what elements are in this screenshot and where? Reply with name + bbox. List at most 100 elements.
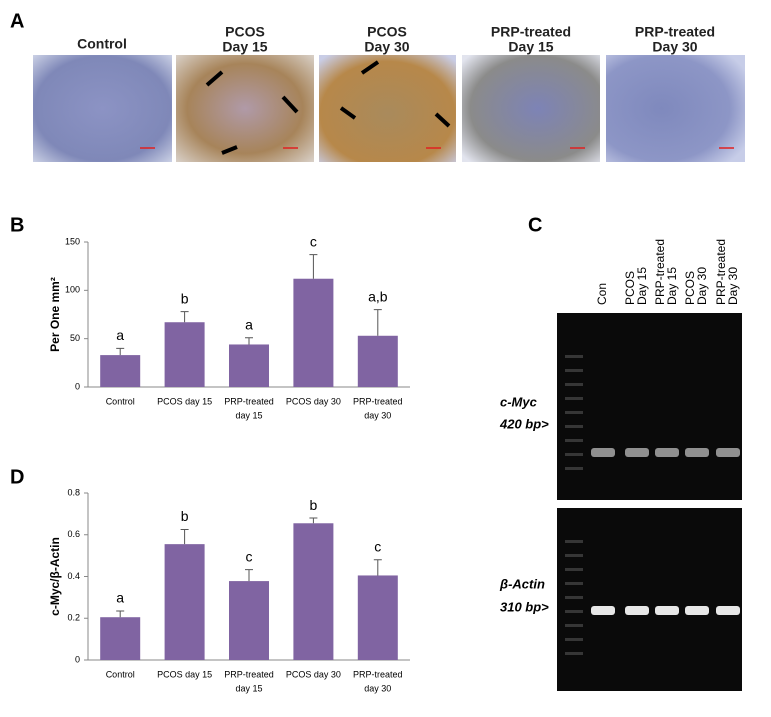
micrograph <box>606 55 745 162</box>
micrograph <box>462 55 600 162</box>
ladder-band <box>565 355 583 358</box>
y-axis-label: Per One mm² <box>48 277 62 352</box>
ladder-band <box>565 652 583 655</box>
lane-label: PCOS <box>683 271 697 305</box>
significance-letter: a,b <box>368 288 388 304</box>
significance-letter: a <box>245 316 253 332</box>
panel-label: B <box>10 214 24 236</box>
x-tick-label: PRP-treated <box>224 669 274 679</box>
error-bar <box>245 337 253 345</box>
ladder-band <box>565 383 583 386</box>
ladder-band <box>565 554 583 557</box>
gel-image <box>557 313 742 500</box>
gel-band <box>716 606 740 615</box>
arrows <box>205 60 451 155</box>
lane-label: Day 15 <box>635 267 649 305</box>
x-tick-label: PRP-treated <box>224 396 274 406</box>
ladder-band <box>565 453 583 456</box>
ladder-band <box>565 610 583 613</box>
gel-band <box>625 606 649 615</box>
significance-letter: a <box>116 590 124 606</box>
lane-label: Con <box>595 283 609 305</box>
x-tick-label: Control <box>106 669 135 679</box>
ladder-band <box>565 369 583 372</box>
x-tick-label: day 30 <box>364 683 391 693</box>
y-tick-label: 0.8 <box>67 487 80 497</box>
error-bar <box>180 529 189 545</box>
image-title: Control <box>77 36 127 52</box>
image-title: PCOS <box>225 24 265 40</box>
panel-label: C <box>528 214 542 236</box>
x-tick-label: day 30 <box>364 410 391 420</box>
lane-label: Day 30 <box>695 267 709 305</box>
image-title: Day 30 <box>364 39 409 55</box>
ladder-band <box>565 638 583 641</box>
y-tick-label: 0.2 <box>67 613 80 623</box>
ladder-band <box>565 568 583 571</box>
panel-label: A <box>10 10 24 32</box>
ladder-band <box>565 582 583 585</box>
x-tick-label: PCOS day 15 <box>157 396 212 406</box>
image-title: PRP-treated <box>635 24 715 40</box>
y-tick-label: 150 <box>65 236 80 246</box>
gel-band <box>625 448 649 457</box>
gel-band <box>591 448 615 457</box>
bar <box>357 575 398 660</box>
lane-label: Day 30 <box>726 267 740 305</box>
bar <box>357 335 398 387</box>
bar <box>293 278 334 387</box>
error-bar <box>373 309 382 336</box>
lane-label: PRP-treated <box>714 239 728 305</box>
bar <box>164 544 205 660</box>
bar <box>100 617 141 660</box>
lane-label: PRP-treated <box>653 239 667 305</box>
gel-band <box>655 606 679 615</box>
lane-label: PCOS <box>623 271 637 305</box>
x-tick-label: PRP-treated <box>353 669 403 679</box>
x-tick-label: Control <box>106 396 135 406</box>
gel-band <box>685 448 709 457</box>
gene-name: c-Myc <box>500 394 538 409</box>
bar <box>229 344 269 387</box>
micrograph <box>319 55 456 162</box>
y-tick-label: 100 <box>65 285 80 295</box>
gel-band <box>685 606 709 615</box>
x-tick-label: PCOS day 30 <box>286 396 341 406</box>
micrographs <box>33 55 745 162</box>
x-tick-label: day 15 <box>235 410 262 420</box>
y-tick-label: 0 <box>75 381 80 391</box>
ladder-band <box>565 596 583 599</box>
image-title: PCOS <box>367 24 407 40</box>
image-title: Day 30 <box>652 39 697 55</box>
error-bar <box>116 610 125 618</box>
y-axis-label: c-Myc/β-Actin <box>48 537 62 616</box>
error-bar <box>309 517 318 524</box>
x-tick-label: PCOS day 30 <box>286 669 341 679</box>
x-tick-label: PCOS day 15 <box>157 669 212 679</box>
gel-band <box>716 448 740 457</box>
gene-name: β-Actin <box>499 576 545 591</box>
image-title: Day 15 <box>222 39 267 55</box>
bar <box>229 581 269 660</box>
ladder-band <box>565 411 583 414</box>
significance-letter: c <box>310 233 317 249</box>
micrograph <box>33 55 172 162</box>
bar <box>293 523 334 660</box>
ladder-band <box>565 397 583 400</box>
image-title: Day 15 <box>508 39 553 55</box>
error-bar <box>373 559 382 576</box>
gel-band <box>591 606 615 615</box>
y-tick-label: 0 <box>75 654 80 664</box>
bar <box>164 322 205 387</box>
significance-letter: b <box>181 508 189 524</box>
gel-image <box>557 508 742 691</box>
band-size: 310 bp> <box>500 599 549 614</box>
significance-letter: b <box>310 497 318 513</box>
significance-letter: a <box>116 327 124 343</box>
error-bar <box>116 347 125 356</box>
lane-label: Day 15 <box>665 267 679 305</box>
bar <box>100 355 141 387</box>
image-title: PRP-treated <box>491 24 571 40</box>
x-tick-label: day 15 <box>235 683 262 693</box>
